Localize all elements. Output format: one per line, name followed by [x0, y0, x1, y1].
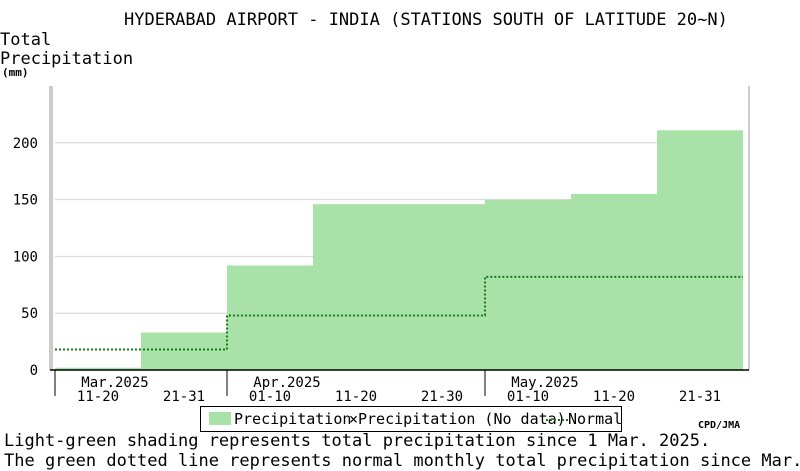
y-axis-unit: (mm): [2, 66, 29, 79]
precip-bar: [141, 332, 227, 370]
month-label: May.2025: [511, 375, 578, 391]
x-tick-label: 11-20: [77, 389, 119, 405]
x-tick-label: 21-30: [421, 389, 463, 405]
x-tick-label: 01-10: [249, 389, 291, 405]
footnote-normal-line: The green dotted line represents normal …: [4, 451, 800, 471]
x-tick-label: 21-31: [679, 389, 721, 405]
chart-legend: Precipitation × Precipitation (No data) …: [200, 406, 622, 432]
month-label: Apr.2025: [253, 375, 320, 391]
x-tick-label: 11-20: [335, 389, 377, 405]
x-tick-label: 01-10: [507, 389, 549, 405]
x-tick-label: 11-20: [593, 389, 635, 405]
y-tick-label: 50: [21, 306, 38, 322]
precip-bar: [571, 193, 657, 370]
precip-bar: [485, 199, 571, 370]
x-tick-label: 21-31: [163, 389, 205, 405]
y-tick-label: 100: [13, 249, 38, 265]
legend-swatch-normal: [546, 419, 568, 421]
chart-title: HYDERABAD AIRPORT - INDIA (STATIONS SOUT…: [124, 10, 728, 30]
legend-nodata-marker: ×: [349, 410, 359, 428]
precip-bar: [399, 204, 485, 370]
normal-line: [55, 275, 743, 351]
y-axis-label-line2: Precipitation: [0, 49, 134, 69]
precipitation-chart: 0 50 100 150 200 11-20 21-31 01-10 11-20 21-30 01-…: [13, 86, 750, 405]
footnote-shading: Light-green shading represents total pre…: [4, 431, 711, 451]
precip-bar: [313, 204, 399, 370]
legend-swatch-precipitation: [209, 412, 231, 425]
y-axis-label: Total: [0, 30, 52, 50]
legend-label-precipitation: Precipitation: [234, 410, 352, 428]
precip-bar: [227, 265, 313, 370]
y-tick-label: 200: [13, 136, 38, 152]
credit-label: CPD/JMA: [698, 420, 741, 431]
y-tick-label: 0: [30, 363, 38, 379]
legend-label-normal: Normal: [568, 410, 623, 428]
precip-bar: [55, 367, 141, 370]
legend-label-nodata: Precipitation (No data): [358, 410, 566, 428]
month-label: Mar.2025: [81, 375, 148, 391]
precip-bar: [657, 130, 743, 370]
y-tick-label: 150: [13, 193, 38, 209]
